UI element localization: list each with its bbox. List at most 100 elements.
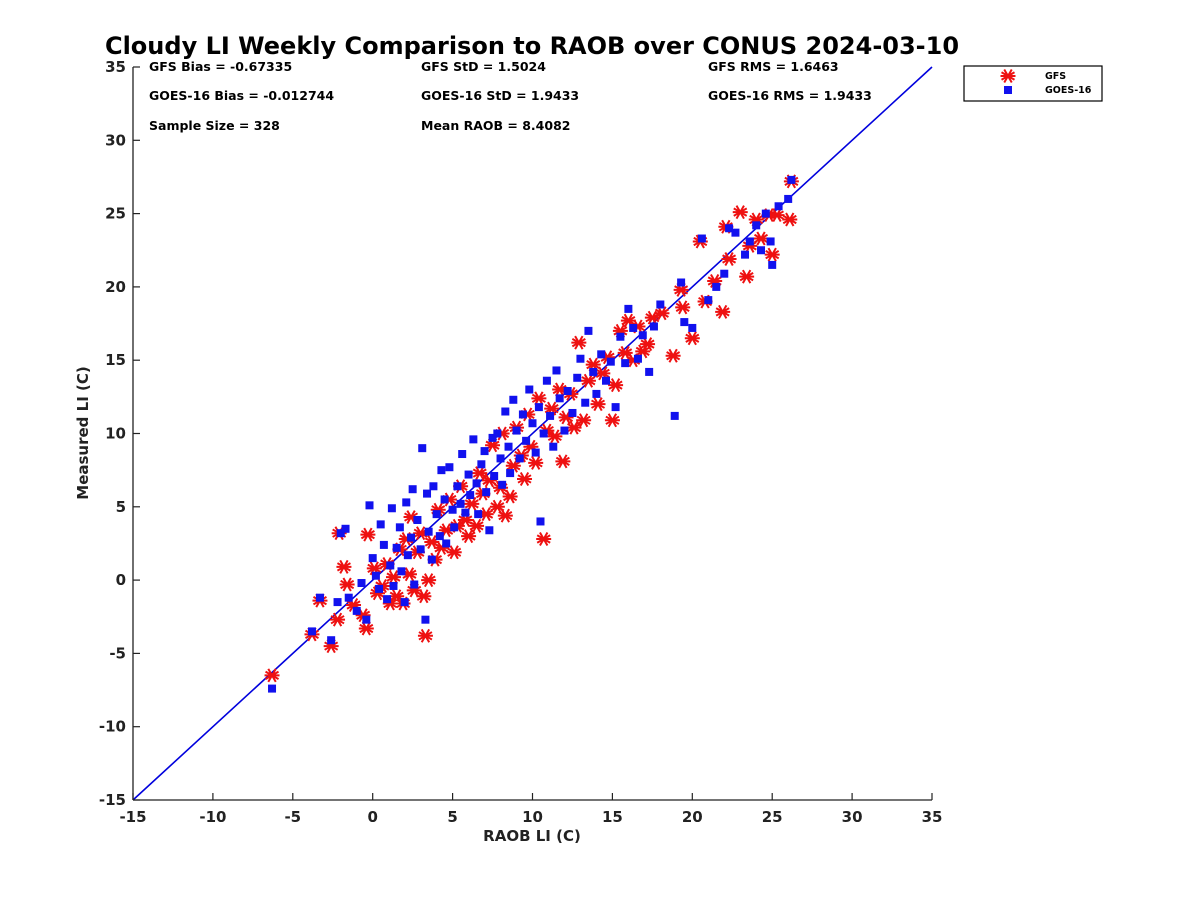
gfs-point bbox=[665, 348, 681, 363]
goes16-point bbox=[629, 323, 638, 332]
goes16-point bbox=[408, 485, 417, 494]
axes: -15 -10 -5 0 5 10 15 20 25 30 35 -15 -10 -5 0 5 10 15 20 25… bbox=[99, 58, 943, 826]
goes16-point bbox=[531, 448, 540, 457]
goes16-point bbox=[542, 376, 551, 385]
gfs-point bbox=[489, 499, 505, 514]
gfs-point bbox=[433, 540, 449, 555]
goes16-point bbox=[357, 579, 366, 588]
goes16-point bbox=[504, 442, 513, 451]
goes16-point bbox=[416, 545, 425, 554]
goes16-point bbox=[477, 460, 486, 469]
goes16-point bbox=[573, 373, 582, 382]
goes16-point bbox=[418, 444, 427, 453]
goes16-point bbox=[472, 479, 481, 488]
x-tick-label: -5 bbox=[284, 808, 301, 826]
goes16-point bbox=[410, 580, 419, 589]
gfs-point bbox=[608, 378, 624, 393]
goes16-point bbox=[315, 593, 324, 602]
gfs-point bbox=[323, 639, 339, 654]
goes16-point bbox=[616, 332, 625, 341]
gfs-point bbox=[654, 306, 670, 321]
goes16-point bbox=[512, 426, 521, 435]
gfs-point bbox=[544, 401, 560, 416]
gfs-point bbox=[457, 512, 473, 527]
goes16-point bbox=[525, 385, 534, 394]
x-tick-label: 5 bbox=[447, 808, 457, 826]
gfs-point bbox=[769, 208, 785, 223]
stat-label: Mean RAOB = 8.4082 bbox=[421, 118, 570, 133]
gfs-point bbox=[421, 573, 437, 588]
gfs-point bbox=[630, 319, 646, 334]
goes16-point bbox=[766, 237, 775, 246]
goes16-point bbox=[392, 543, 401, 552]
gfs-point bbox=[438, 523, 454, 538]
goes16-point bbox=[645, 367, 654, 376]
goes16-point bbox=[768, 260, 777, 269]
gfs-point bbox=[382, 596, 398, 611]
gfs-point bbox=[358, 621, 374, 636]
goes16-point bbox=[563, 386, 572, 395]
gfs-point bbox=[330, 612, 346, 627]
gfs-point bbox=[264, 668, 280, 683]
goes16-point bbox=[482, 488, 491, 497]
goes16-point bbox=[597, 350, 606, 359]
goes16-point bbox=[493, 429, 502, 438]
gfs-point bbox=[531, 391, 547, 406]
gfs-point bbox=[355, 608, 371, 623]
stat-label: GOES-16 StD = 1.9433 bbox=[421, 88, 579, 103]
legend-goes16-label: GOES-16 bbox=[1045, 85, 1092, 96]
goes16-point bbox=[379, 540, 388, 549]
goes16-point bbox=[456, 499, 465, 508]
gfs-point bbox=[625, 353, 641, 368]
goes16-point bbox=[421, 615, 430, 624]
goes16-point bbox=[680, 318, 689, 327]
goes16-point bbox=[383, 595, 392, 604]
gfs-point bbox=[502, 489, 518, 504]
goes16-point bbox=[712, 282, 721, 291]
gfs-point bbox=[430, 502, 446, 517]
gfs-point bbox=[520, 407, 536, 422]
gfs-point bbox=[497, 508, 513, 523]
gfs-point bbox=[413, 526, 429, 541]
gfs-point bbox=[461, 529, 477, 544]
stat-label: GFS RMS = 1.6463 bbox=[708, 59, 839, 74]
goes16-point bbox=[518, 410, 527, 419]
gfs-point bbox=[494, 426, 510, 441]
gfs-point bbox=[585, 357, 601, 372]
goes16-point bbox=[677, 278, 686, 287]
goes16-point bbox=[376, 520, 385, 529]
legend-gfs-marker bbox=[1000, 69, 1016, 83]
gfs-point bbox=[552, 382, 568, 397]
goes16-point bbox=[327, 636, 336, 645]
goes16-point bbox=[362, 615, 371, 624]
goes16-point bbox=[461, 508, 470, 517]
goes16-point bbox=[546, 411, 555, 420]
gfs-point bbox=[673, 282, 689, 297]
goes16-point bbox=[611, 403, 620, 412]
goes16-point bbox=[720, 269, 729, 278]
gfs-point bbox=[536, 532, 552, 547]
gfs-point bbox=[617, 345, 633, 360]
stat-label: GOES-16 RMS = 1.9433 bbox=[708, 88, 872, 103]
goes16-point bbox=[429, 482, 438, 491]
goes16-point bbox=[464, 470, 473, 479]
goes16-point bbox=[445, 463, 454, 472]
gfs-point bbox=[385, 570, 401, 585]
gfs-point bbox=[481, 473, 497, 488]
goes16-point bbox=[371, 571, 380, 580]
stat-label: GOES-16 Bias = -0.012744 bbox=[149, 88, 334, 103]
gfs-legend-asterisk bbox=[1000, 69, 1016, 83]
gfs-point bbox=[555, 454, 571, 469]
gfs-point bbox=[469, 518, 485, 533]
x-tick-label: -15 bbox=[119, 808, 146, 826]
goes16-point bbox=[407, 533, 416, 542]
goes16-point bbox=[268, 684, 277, 693]
goes16-point bbox=[638, 331, 647, 340]
y-tick-label: 10 bbox=[105, 425, 126, 443]
goes16-point bbox=[469, 435, 478, 444]
gfs-point bbox=[339, 577, 355, 592]
gfs-point bbox=[446, 545, 462, 560]
goes16-point bbox=[581, 398, 590, 407]
gfs-point bbox=[600, 350, 616, 365]
goes16-point bbox=[528, 419, 537, 428]
